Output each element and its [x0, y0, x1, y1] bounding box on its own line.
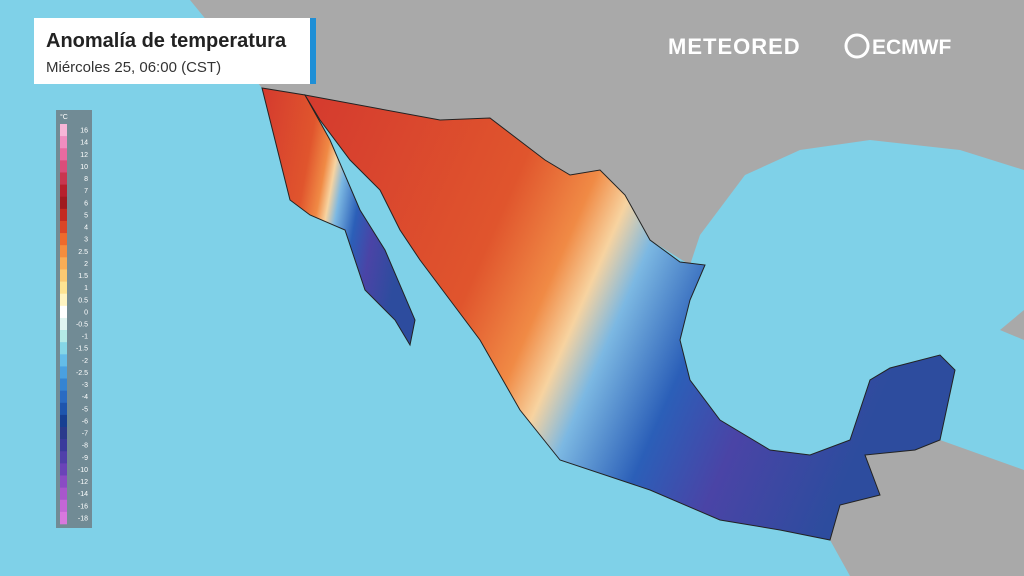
legend-swatch: [60, 184, 67, 198]
legend-swatch: [60, 245, 67, 258]
legend-label: -4: [82, 394, 88, 401]
legend-swatch: [60, 293, 67, 307]
legend-label: 12: [80, 152, 88, 159]
legend-swatch: [60, 427, 67, 440]
legend-swatch: [60, 354, 67, 367]
legend-label: 1.5: [78, 273, 88, 280]
legend-label: 2: [84, 261, 88, 268]
legend-label: 1: [84, 285, 88, 292]
legend-label: 16: [80, 128, 88, 135]
legend-label: -0.5: [76, 322, 88, 329]
legend-label: 8: [84, 176, 88, 183]
legend-unit: °C: [60, 113, 68, 121]
legend-swatch: [60, 378, 67, 391]
title-box: [34, 18, 316, 84]
ecmwf-logo: ECMWF: [872, 36, 951, 59]
legend-label: -3: [82, 382, 88, 389]
baja-california: [261, 87, 416, 347]
legend-swatch: [60, 414, 67, 428]
ecmwf-icon: [844, 33, 870, 59]
legend-label: -8: [82, 443, 88, 450]
legend-label: 2.5: [78, 249, 88, 256]
legend-swatch: [60, 220, 67, 234]
legend-label: 6: [84, 200, 88, 207]
legend-label: -2: [82, 358, 88, 365]
legend-label: -1.5: [76, 346, 88, 353]
legend-swatch: [60, 257, 67, 270]
legend-swatch: [60, 330, 67, 343]
title-accent: [310, 18, 316, 84]
legend: 16 14 12 10 8 7 6 5 4 3 2.5 2 1.5 1 0.5 0 -0.5 -1 -1.5 -2 -2…: [60, 124, 88, 525]
legend-swatch: [60, 499, 67, 513]
legend-label: -18: [78, 515, 88, 522]
legend-label: 4: [84, 225, 88, 232]
land-islands: [1000, 310, 1024, 340]
legend-label: 7: [84, 188, 88, 195]
legend-label: 10: [80, 164, 88, 171]
legend-swatch: [60, 390, 67, 404]
legend-swatch: [60, 475, 67, 488]
meteored-logo: METEORED: [668, 34, 801, 59]
legend-swatch: [60, 124, 67, 137]
legend-swatch: [60, 136, 67, 149]
legend-swatch: [60, 148, 67, 161]
legend-swatch: [60, 305, 67, 319]
legend-label: 14: [80, 140, 88, 147]
legend-label: 0.5: [78, 297, 88, 304]
legend-swatch: [60, 342, 67, 355]
legend-swatch: [60, 451, 67, 464]
legend-label: -6: [82, 418, 88, 425]
legend-label: 5: [84, 212, 88, 219]
land-north: [190, 0, 1024, 265]
legend-label: -16: [78, 503, 88, 510]
legend-swatch: [60, 208, 67, 222]
legend-swatch: [60, 366, 67, 379]
legend-swatch: [60, 269, 67, 282]
title: Anomalía de temperatura: [46, 30, 287, 52]
legend-swatch: [60, 463, 67, 476]
legend-swatch: [60, 402, 67, 416]
legend-label: -9: [82, 455, 88, 462]
legend-label: 3: [84, 237, 88, 244]
subtitle: Miércoles 25, 06:00 (CST): [46, 59, 221, 76]
legend-swatch: [60, 233, 67, 246]
legend-label: -5: [82, 406, 88, 413]
legend-swatch: [60, 317, 67, 331]
legend-label: -7: [82, 431, 88, 438]
legend-swatch: [60, 172, 67, 185]
legend-label: -14: [78, 491, 88, 498]
legend-label: -2.5: [76, 370, 88, 377]
legend-label: -10: [78, 467, 88, 474]
mexico-anomaly: [304, 94, 956, 541]
legend-swatch: [60, 511, 67, 525]
legend-swatch: [60, 160, 67, 173]
legend-swatch: [60, 439, 67, 452]
legend-label: -1: [82, 334, 88, 341]
land-central-america: [830, 440, 1024, 576]
legend-swatch: [60, 196, 67, 210]
legend-label: -12: [78, 479, 88, 486]
legend-swatch: [60, 487, 67, 501]
legend-swatch: [60, 281, 67, 294]
legend-label: 0: [84, 309, 88, 316]
